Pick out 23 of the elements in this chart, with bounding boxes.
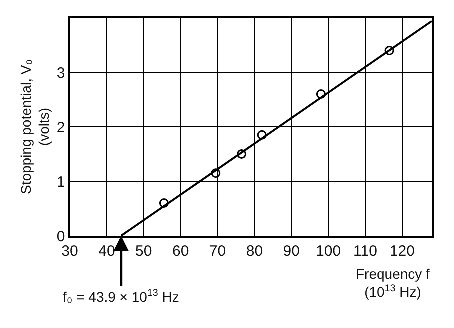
annotation: f₀ = 43.9 × 10$^{13}$ Hz [63,288,180,305]
x-tick-label: 30 [62,242,78,260]
x-tick-label: 60 [172,242,190,260]
x-tick-label: 120 [390,242,415,260]
point [159,198,169,208]
x-axis-title: Frequency f (10$^{13}$ Hz) [356,266,430,300]
x-tick-label: 80 [246,242,264,260]
x-tick-label: 110 [354,242,378,260]
point [316,90,326,100]
y-tick-label: 3 [56,64,66,82]
x-tick-label: 40 [98,242,116,260]
y-tick-label: 2 [56,119,66,136]
point [237,150,247,159]
y-axis-title: Stopping potential, V₀ (volts) [18,59,52,195]
point [211,168,221,178]
x-tick-label: 90 [283,242,300,260]
point [384,46,394,56]
x-tick-label: 100 [316,242,342,260]
y-tick-label: 0 [56,228,66,246]
point [257,130,267,140]
y-tick-label: 1 [56,174,66,191]
x-tick-label: 50 [136,242,152,260]
x-tick-label: 70 [209,242,226,260]
